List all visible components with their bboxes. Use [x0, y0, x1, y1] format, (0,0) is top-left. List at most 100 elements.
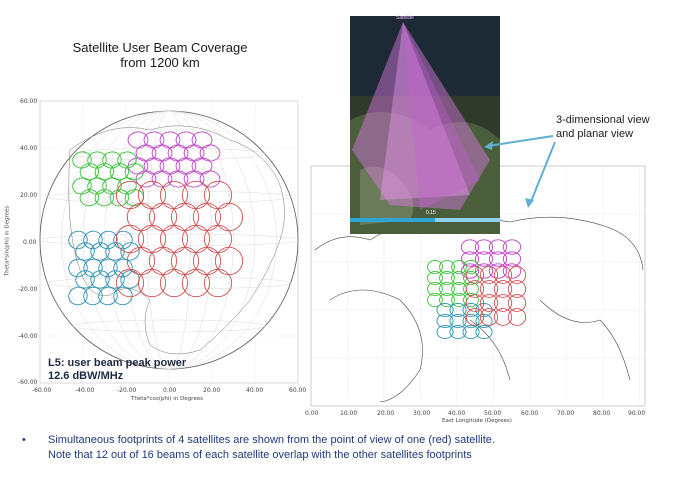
map-x-tick: 10.00 [340, 410, 358, 417]
map-purple-beam [488, 239, 508, 255]
map-purple-beam [502, 239, 522, 255]
map-x-tick: 60.00 [521, 410, 539, 417]
left-y-tick: -40.00 [18, 333, 38, 340]
satellite-label: Satellite [396, 15, 414, 21]
globe-parallel [39, 233, 299, 247]
teal-beam [105, 270, 125, 289]
arrow-head-3d [484, 141, 493, 150]
map-teal-beam [462, 324, 480, 340]
view-slider-value: 0.15 [426, 210, 436, 216]
teal-beam [90, 242, 110, 261]
left-x-tick: -60.00 [32, 387, 52, 394]
map-x-tick: 40.00 [448, 410, 466, 417]
globe-parallel [72, 319, 266, 333]
map-green-beam [439, 281, 455, 297]
title-line-2: from 1200 km [120, 55, 200, 70]
map-red-beam [493, 294, 513, 312]
map-teal-beam [449, 302, 467, 318]
map-red-beam [479, 280, 499, 298]
purple-beam [151, 170, 173, 188]
globe-parallel [47, 276, 291, 290]
teal-beam [68, 230, 88, 250]
teal-beam [68, 258, 88, 278]
globe-parallel [47, 190, 291, 204]
map-teal-beam [436, 324, 454, 340]
map-teal-beam [475, 313, 493, 329]
l5-note-line-1: L5: user beam peak power [48, 357, 187, 369]
left-x-tick: 40.00 [246, 387, 264, 394]
purple-beam [183, 170, 205, 188]
l5-note-line-2: 12.6 dBW/MHz [48, 370, 124, 382]
green-beam [124, 163, 145, 181]
globe-meridian [61, 110, 277, 370]
map-x-axis-label: East Longitude (Degrees) [442, 418, 512, 424]
map-red-beam [479, 266, 499, 284]
arrow-to-3d-view [487, 135, 554, 147]
map-purple-beam [488, 251, 508, 267]
title-line-1: Satellite User Beam Coverage [72, 40, 248, 55]
green-beam [79, 189, 100, 207]
green-beam [117, 177, 137, 195]
green-beam [117, 151, 137, 169]
left-y-tick: 40.00 [20, 145, 38, 152]
map-purple-beam [474, 239, 494, 255]
left-y-tick: 60.00 [20, 98, 38, 105]
teal-beam [68, 286, 88, 306]
map-red-beam [479, 294, 499, 312]
teal-beam [98, 286, 118, 306]
green-beam [109, 163, 130, 181]
map-x-tick: 80.00 [593, 410, 611, 417]
bullet-symbol: • [22, 434, 26, 446]
map-teal-beam [462, 313, 480, 329]
left-x-tick: 0.00 [163, 387, 177, 394]
beam-cone-side [403, 22, 480, 210]
map-red-beam [465, 280, 485, 298]
green-beam [94, 189, 115, 207]
red-beam [137, 268, 167, 298]
green-beam [94, 163, 115, 181]
map-x-tick: 50.00 [484, 410, 502, 417]
red-beam [115, 268, 145, 298]
map-teal-beam [436, 302, 454, 318]
left-x-tick: -20.00 [117, 387, 137, 394]
map-green-beam [439, 292, 455, 308]
teal-beam [83, 286, 103, 306]
arrow-head-map [525, 198, 534, 208]
map-green-beam [439, 259, 455, 275]
left-y-tick: 0.00 [23, 239, 37, 246]
left-x-axis-label: Theta*cos(phi) in Degrees [131, 396, 203, 402]
green-beam [87, 177, 107, 195]
annotation-line-1: 3-dimensional view [556, 114, 650, 126]
map-x-tick: 90.00 [628, 410, 646, 417]
three-d-view [350, 16, 500, 234]
left-y-tick: -20.00 [18, 286, 38, 293]
map-purple-beam [488, 263, 508, 279]
map-red-beam [507, 280, 527, 298]
left-y-axis-label: Theta*sin(phi) in Degrees [4, 205, 11, 277]
bullet-line-1: Simultaneous footprints of 4 satellites … [48, 434, 495, 446]
map-teal-beam [475, 324, 493, 340]
map-red-beam [507, 266, 527, 284]
map-green-beam [451, 259, 467, 275]
map-red-beam [465, 308, 485, 326]
three-d-terrain-patch [360, 166, 414, 225]
map-red-beam [493, 280, 513, 298]
teal-beam [105, 242, 125, 261]
red-beam [181, 268, 211, 298]
map-x-tick: 20.00 [377, 410, 395, 417]
purple-beam [167, 170, 189, 188]
left-x-tick: -40.00 [75, 387, 95, 394]
map-purple-beam [460, 251, 480, 267]
annotation-line-2: and planar view [556, 128, 634, 140]
teal-beam [90, 270, 110, 289]
map-red-beam [507, 294, 527, 312]
left-x-tick: 20.00 [203, 387, 221, 394]
view-annotation: 3-dimensional view and planar view [556, 113, 650, 141]
map-x-tick: 0.00 [305, 410, 319, 417]
green-beam [79, 163, 100, 181]
continent-outline [68, 125, 285, 355]
map-teal-beam [449, 313, 467, 329]
purple-beam [135, 170, 157, 188]
map-x-tick: 70.00 [557, 410, 575, 417]
map-red-beam [507, 308, 527, 326]
